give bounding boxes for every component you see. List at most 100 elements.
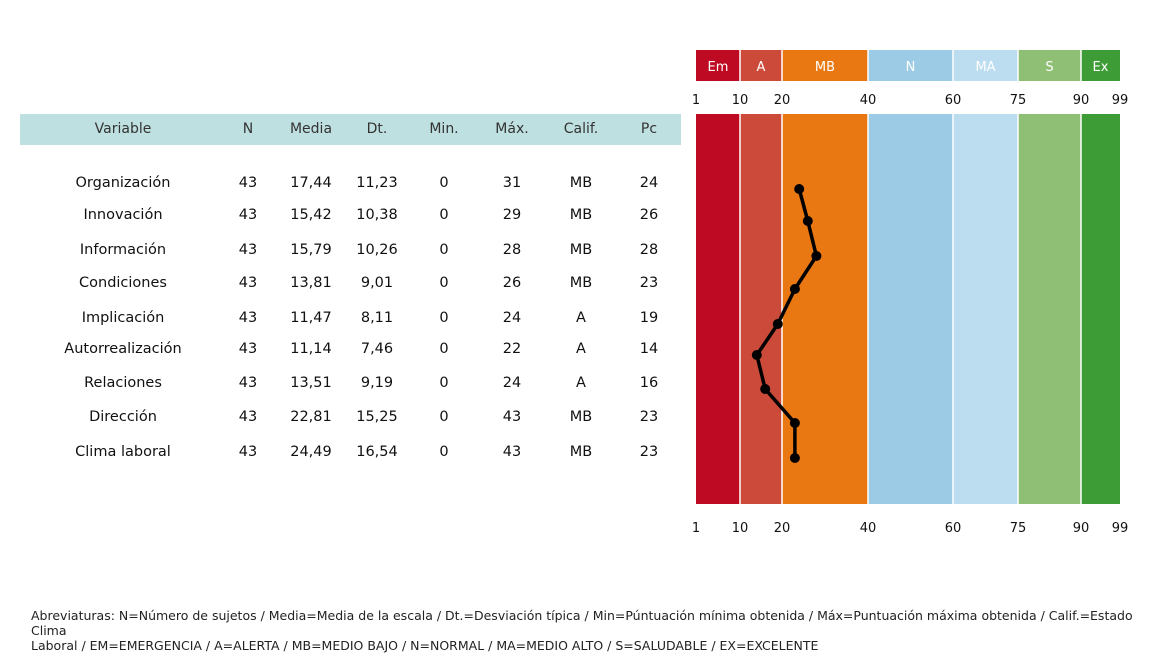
band-column xyxy=(740,114,782,504)
column-header: Min. xyxy=(429,121,459,137)
x-tick-label-bottom: 99 xyxy=(1112,521,1129,536)
table-cell: 0 xyxy=(439,242,449,258)
column-header: Máx. xyxy=(495,121,529,137)
table-cell: MB xyxy=(569,175,593,191)
table-cell: 0 xyxy=(439,275,449,291)
x-tick-label-bottom: 90 xyxy=(1073,521,1090,536)
x-tick-label-bottom: 20 xyxy=(774,521,791,536)
table-cell: 22 xyxy=(502,341,522,357)
data-point xyxy=(794,184,805,194)
table-cell: 16 xyxy=(639,375,659,391)
table-cell: 28 xyxy=(639,242,659,258)
band-column xyxy=(1081,114,1120,504)
row-label: Organización xyxy=(75,175,171,191)
table-cell: 28 xyxy=(502,242,522,258)
table-cell: 11,14 xyxy=(290,341,332,357)
table-cell: 26 xyxy=(502,275,522,291)
band-legend-swatch xyxy=(782,50,868,81)
table-cell: 13,51 xyxy=(290,375,332,391)
data-point xyxy=(789,453,800,463)
row-label: Clima laboral xyxy=(75,444,171,460)
table-cell: 43 xyxy=(238,175,258,191)
x-tick-label-bottom: 75 xyxy=(1010,521,1027,536)
band-column xyxy=(1018,114,1081,504)
band-legend-swatch xyxy=(740,50,782,81)
table-cell: 0 xyxy=(439,444,449,460)
column-header: Media xyxy=(289,121,333,137)
table-cell: MB xyxy=(569,409,593,425)
table-cell: A xyxy=(576,341,586,357)
data-point xyxy=(802,216,813,226)
table-cell: 43 xyxy=(238,275,258,291)
table-cell: 11,47 xyxy=(290,310,332,326)
table-cell: 24,49 xyxy=(290,444,332,460)
band-legend-label: A xyxy=(757,60,766,75)
band-legend-swatch xyxy=(868,50,953,81)
table-cell: MB xyxy=(569,444,593,460)
column-header: Pc xyxy=(640,121,658,137)
band-column xyxy=(696,114,740,504)
column-header: Variable xyxy=(94,121,152,137)
table-cell: 23 xyxy=(639,444,659,460)
table-cell: 43 xyxy=(238,310,258,326)
band-column xyxy=(953,114,1018,504)
x-tick-label-top: 10 xyxy=(732,93,749,108)
table-cell: 9,19 xyxy=(360,375,394,391)
table-cell: 43 xyxy=(238,341,258,357)
data-point xyxy=(789,284,800,294)
x-tick-label-bottom: 10 xyxy=(732,521,749,536)
x-tick-label-top: 75 xyxy=(1010,93,1027,108)
table-cell: 23 xyxy=(639,409,659,425)
band-legend-label: MA xyxy=(975,60,995,75)
table-cell: 24 xyxy=(502,375,522,391)
table-cell: 14 xyxy=(639,341,659,357)
x-tick-label-top: 20 xyxy=(774,93,791,108)
row-label: Información xyxy=(79,242,167,258)
table-cell: 11,23 xyxy=(356,175,398,191)
data-point xyxy=(789,418,800,428)
band-legend-swatch xyxy=(1018,50,1081,81)
table-cell: 24 xyxy=(639,175,659,191)
band-legend-swatch xyxy=(1081,50,1120,81)
row-label: Autorrealización xyxy=(64,341,182,357)
table-cell: 26 xyxy=(639,207,659,223)
table-cell: 22,81 xyxy=(290,409,332,425)
band-legend-label: N xyxy=(906,60,916,75)
table-cell: 13,81 xyxy=(290,275,332,291)
band-legend-label: MB xyxy=(815,60,835,75)
band-legend-swatch xyxy=(696,50,740,81)
x-tick-label-top: 60 xyxy=(945,93,962,108)
table-cell: 8,11 xyxy=(360,310,394,326)
table-cell: 10,26 xyxy=(356,242,398,258)
x-tick-label-top: 1 xyxy=(692,93,700,108)
table-cell: 17,44 xyxy=(290,175,332,191)
abbreviations-line-2: Laboral / EM=EMERGENCIA / A=ALERTA / MB=… xyxy=(31,638,819,653)
table-cell: MB xyxy=(569,207,593,223)
table-cell: 43 xyxy=(238,409,258,425)
table-cell: 43 xyxy=(502,444,522,460)
band-legend-swatch xyxy=(953,50,1018,81)
table-cell: 0 xyxy=(439,409,449,425)
table-cell: MB xyxy=(569,275,593,291)
column-header: N xyxy=(242,121,254,137)
table-cell: 15,42 xyxy=(290,207,332,223)
data-point xyxy=(772,319,783,329)
table-cell: 43 xyxy=(238,375,258,391)
x-tick-label-bottom: 1 xyxy=(692,521,700,536)
table-cell: 29 xyxy=(502,207,522,223)
table-cell: 43 xyxy=(238,242,258,258)
row-label: Condiciones xyxy=(79,275,167,291)
x-tick-label-top: 99 xyxy=(1112,93,1129,108)
data-point xyxy=(751,350,762,360)
band-legend-label: Ex xyxy=(1093,60,1109,75)
row-label: Innovación xyxy=(83,207,163,223)
table-cell: 43 xyxy=(238,444,258,460)
table-cell: A xyxy=(576,310,586,326)
table-cell: 10,38 xyxy=(356,207,398,223)
table-cell: 43 xyxy=(238,207,258,223)
row-label: Implicación xyxy=(81,310,165,326)
abbreviations-line-1: Abreviaturas: N=Número de sujetos / Medi… xyxy=(31,608,1133,638)
data-point xyxy=(760,384,771,394)
table-cell: 43 xyxy=(502,409,522,425)
